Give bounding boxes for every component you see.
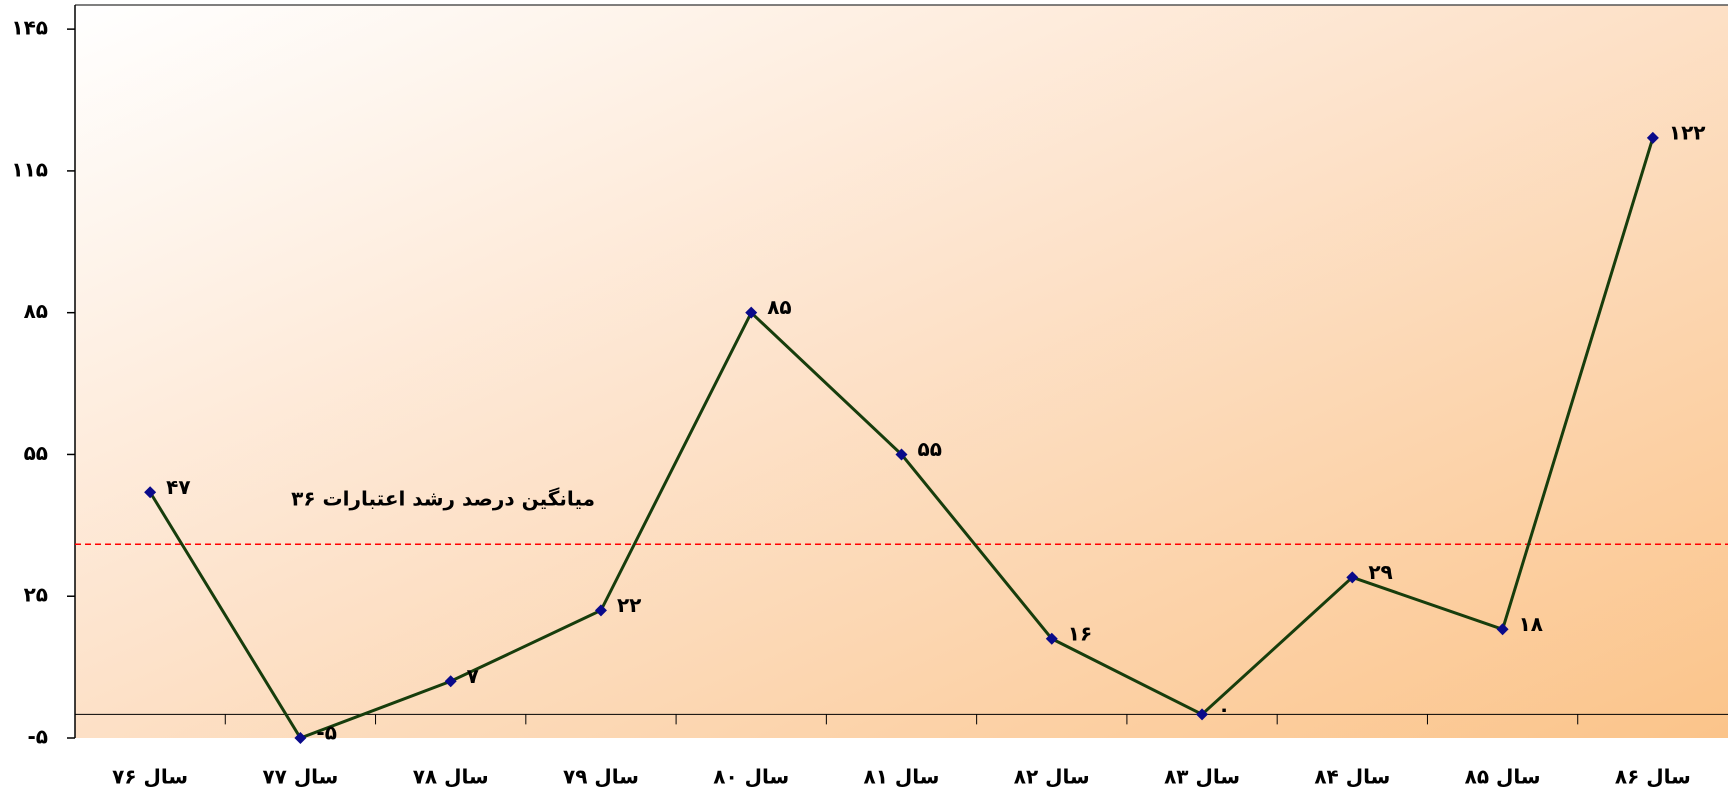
data-label: ۵۵ [918, 437, 942, 461]
x-tick-label: سال ۸۰ [713, 765, 789, 789]
data-point [294, 732, 307, 744]
x-tick-label: سال ۷۹ [563, 765, 639, 789]
data-point [1496, 623, 1509, 636]
x-tick-label: سال ۸۵ [1465, 765, 1541, 789]
data-label: ۱۶ [1068, 621, 1092, 645]
data-label: ۱۸ [1519, 612, 1543, 636]
data-point [895, 448, 908, 461]
x-tick-label: سال ۷۷ [262, 765, 338, 789]
x-tick-label: سال ۷۶ [112, 765, 188, 789]
x-tick-label: سال ۸۳ [1164, 765, 1240, 789]
average-label: میانگین درصد رشد اعتبارات ۳۶ [291, 487, 595, 511]
y-tick-label: ۱۱۵ [11, 157, 48, 181]
x-tick-label: سال ۷۸ [413, 765, 489, 789]
data-label: ۱۲۲ [1669, 120, 1706, 144]
y-tick-label: ۱۴۵ [11, 16, 48, 40]
y-tick-label: ۸۵ [24, 299, 48, 323]
data-point [1646, 131, 1659, 144]
data-label: -۵ [316, 721, 337, 745]
data-label: ۸۵ [767, 295, 791, 319]
y-tick-label: ۲۵ [24, 583, 48, 607]
data-point [144, 486, 157, 499]
data-label: ۷ [467, 664, 479, 688]
y-tick-label: ۵۵ [24, 441, 48, 465]
plot-area [75, 5, 1728, 738]
data-label: ۴۷ [166, 475, 190, 499]
data-point [594, 604, 607, 617]
x-tick-label: سال ۸۱ [864, 765, 940, 789]
data-label: ۲۹ [1368, 560, 1392, 584]
y-tick-label: -۵ [27, 725, 48, 749]
x-tick-label: سال ۸۶ [1615, 765, 1691, 789]
data-point [1196, 708, 1209, 721]
data-point [745, 306, 758, 319]
x-tick-label: سال ۸۴ [1314, 765, 1390, 789]
data-point [1346, 571, 1359, 584]
data-point [1045, 632, 1058, 645]
data-label: ۰ [1218, 697, 1230, 721]
data-point [444, 675, 457, 688]
x-tick-label: سال ۸۲ [1014, 765, 1090, 789]
data-label: ۲۲ [617, 593, 641, 617]
